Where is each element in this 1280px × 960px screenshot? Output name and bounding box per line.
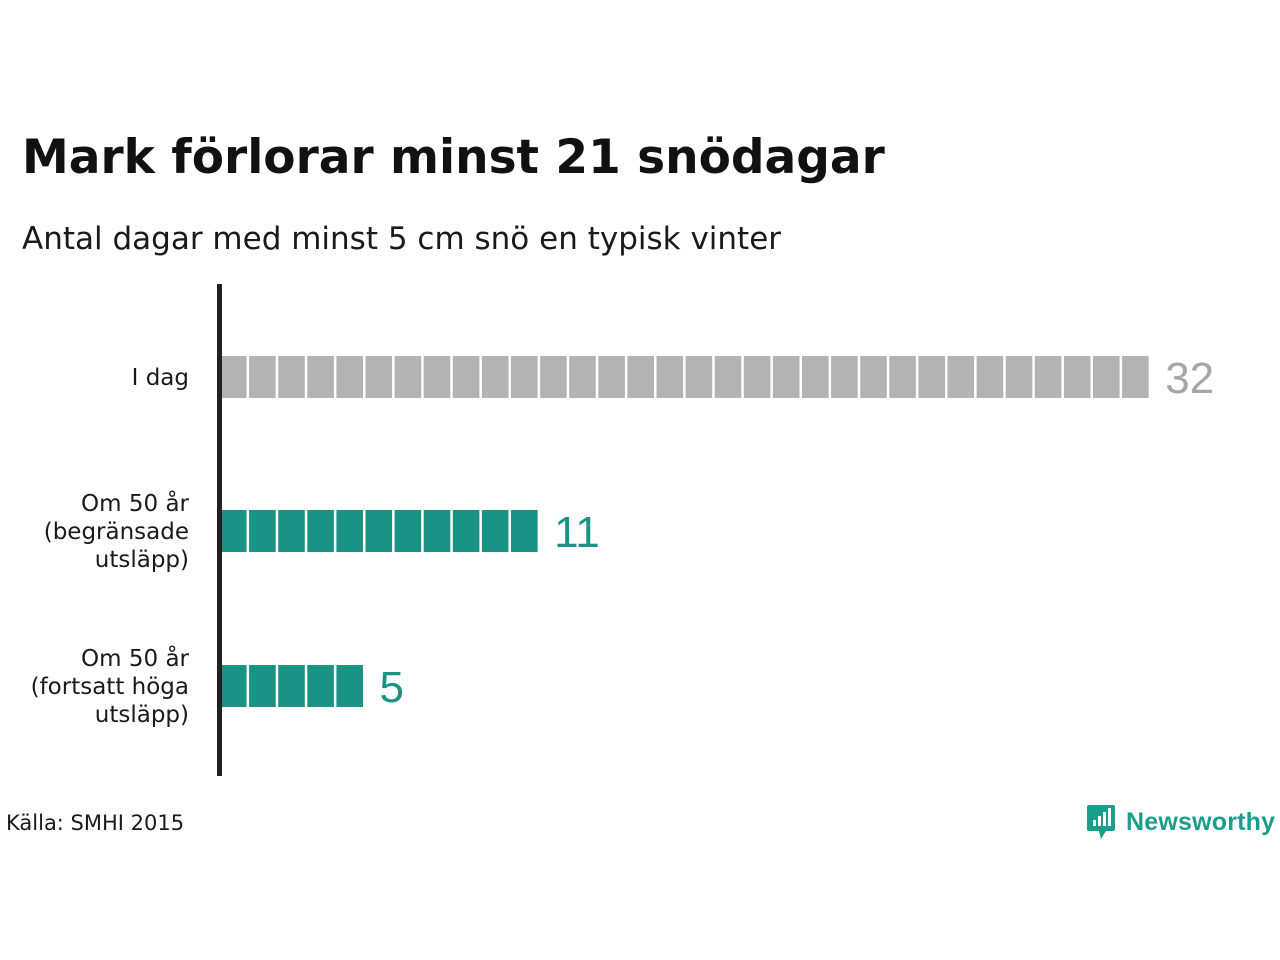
brand-name: Newsworthy xyxy=(1126,807,1276,836)
bar-block xyxy=(685,356,713,398)
category-label-line: utsläpp) xyxy=(95,702,189,728)
bar-block xyxy=(831,356,858,398)
bar-block xyxy=(918,356,945,398)
bar-block xyxy=(394,510,422,552)
bar-block xyxy=(278,510,305,552)
bar-block xyxy=(249,356,276,398)
bar-block xyxy=(336,665,363,707)
bar-block xyxy=(307,665,334,707)
bar-block xyxy=(1034,356,1062,398)
bar-block xyxy=(249,665,276,707)
bar-block xyxy=(511,510,538,552)
chart-subtitle: Antal dagar med minst 5 cm snö en typisk… xyxy=(22,221,782,257)
bar-block xyxy=(220,665,247,707)
bar-block xyxy=(220,510,247,552)
bar-block xyxy=(278,665,305,707)
bar-block xyxy=(714,356,742,398)
value-label: 5 xyxy=(380,663,404,712)
bar-block xyxy=(278,356,305,398)
bar-block xyxy=(423,356,451,398)
y-axis-line xyxy=(217,284,222,776)
bar-block xyxy=(743,356,771,398)
bar-block xyxy=(1005,356,1033,398)
bar-block xyxy=(220,356,247,398)
bar-block xyxy=(365,356,393,398)
bar-block xyxy=(452,356,480,398)
category-label-line: (begränsade xyxy=(44,519,189,545)
category-label-line: Om 50 år xyxy=(81,644,189,672)
bar-block xyxy=(569,356,596,398)
bar-block xyxy=(481,356,509,398)
value-label: 11 xyxy=(554,508,600,557)
bar-block xyxy=(336,510,363,552)
brand-logo: Newsworthy xyxy=(1086,802,1275,842)
bar-block xyxy=(627,356,654,398)
category-label: Om 50 år (begränsade utsläpp) xyxy=(44,489,190,573)
bar-block xyxy=(1093,356,1120,398)
category-label: I dag xyxy=(132,365,189,391)
bar-block xyxy=(889,356,916,398)
chart-bubble-icon xyxy=(1087,805,1115,839)
bar-block xyxy=(540,356,567,398)
chart-title: Mark förlorar minst 21 snödagar xyxy=(22,130,885,185)
bar-block xyxy=(423,510,451,552)
bar-block xyxy=(976,356,1004,398)
bar-block xyxy=(307,510,334,552)
bar-block xyxy=(947,356,975,398)
bar-block xyxy=(598,356,625,398)
category-label-line: (fortsatt höga xyxy=(31,674,189,700)
bar-block xyxy=(802,356,829,398)
bar-block xyxy=(860,356,887,398)
bar-block xyxy=(1063,356,1091,398)
source-note: Källa: SMHI 2015 xyxy=(6,811,185,835)
bar-block xyxy=(394,356,422,398)
bar-block xyxy=(452,510,480,552)
bar-block xyxy=(365,510,393,552)
bar-block xyxy=(249,510,276,552)
bar-block xyxy=(307,356,334,398)
category-label: Om 50 år (fortsatt höga utsläpp) xyxy=(31,644,190,728)
bar-block xyxy=(1122,356,1149,398)
bar-block xyxy=(481,510,509,552)
category-label-line: utsläpp) xyxy=(95,547,189,573)
category-label-line: Om 50 år xyxy=(81,489,189,517)
category-label-line: I dag xyxy=(132,365,189,391)
bar-block xyxy=(336,356,363,398)
bar-block xyxy=(772,356,800,398)
bar-block xyxy=(656,356,684,398)
value-label: 32 xyxy=(1165,354,1214,403)
bar-block xyxy=(511,356,538,398)
